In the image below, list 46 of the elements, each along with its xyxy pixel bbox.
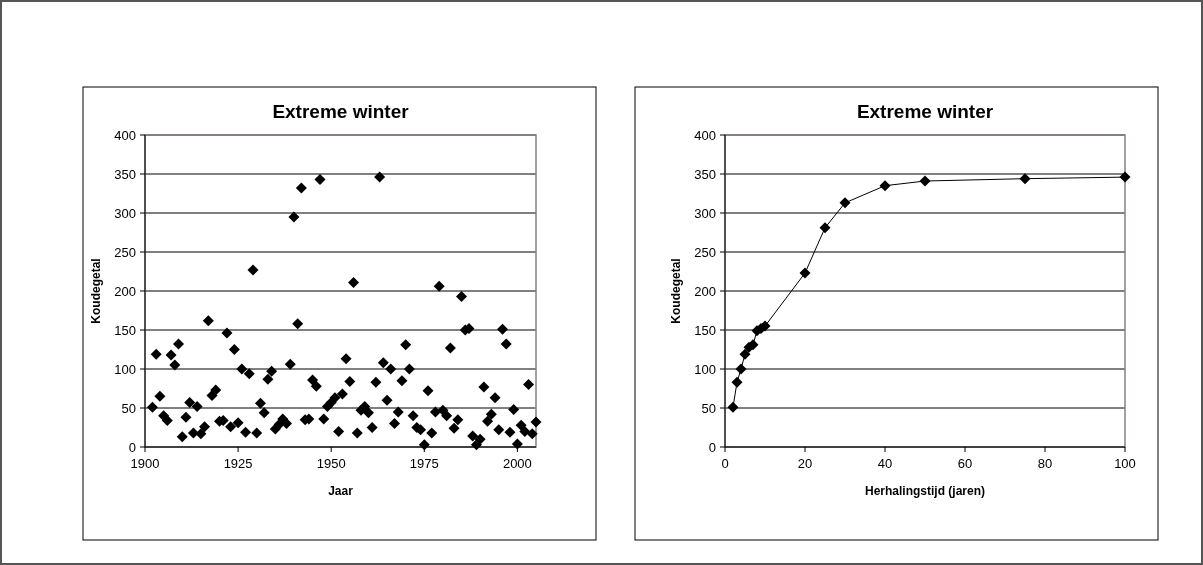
x-tick-label: 80 <box>1037 456 1053 471</box>
point <box>839 197 851 209</box>
y-tick-label: 400 <box>694 127 716 143</box>
x-axis-title: Herhalingstijd (jaren) <box>864 484 986 498</box>
y-axis-title: Koudegetal <box>89 258 103 324</box>
y-tick-label: 200 <box>114 283 136 299</box>
chart-title: Extreme winter <box>272 101 410 122</box>
point <box>819 222 831 234</box>
y-tick-label: 50 <box>701 400 716 416</box>
point <box>739 348 751 360</box>
y-tick-label: 200 <box>694 283 716 299</box>
y-tick-label: 150 <box>694 322 716 338</box>
x-tick-label: 40 <box>877 456 893 471</box>
point <box>735 363 747 375</box>
point <box>1119 171 1131 183</box>
y-tick-label: 0 <box>128 439 136 455</box>
y-tick-label: 250 <box>114 244 136 260</box>
x-tick-label: 1925 <box>223 456 253 471</box>
x-tick-label: 2000 <box>502 456 532 471</box>
x-tick-label: 1950 <box>316 456 346 471</box>
x-tick-label: 1900 <box>130 456 160 471</box>
point <box>879 180 891 192</box>
y-tick-label: 300 <box>694 205 716 221</box>
y-tick-label: 350 <box>114 166 136 182</box>
y-tick-label: 100 <box>694 361 716 377</box>
point <box>919 175 931 187</box>
y-tick-label: 400 <box>114 127 136 143</box>
y-tick-label: 350 <box>694 166 716 182</box>
x-tick-label: 20 <box>797 456 813 471</box>
point <box>799 267 811 279</box>
chart-title: Extreme winter <box>856 101 994 122</box>
y-tick-label: 300 <box>114 205 136 221</box>
point <box>731 376 743 388</box>
x-tick-label: 60 <box>957 456 973 471</box>
y-tick-label: 250 <box>694 244 716 260</box>
x-tick-label: 1975 <box>409 456 439 471</box>
point <box>1019 173 1031 185</box>
y-axis-title: Koudegetal <box>669 258 683 324</box>
x-tick-label: 100 <box>1114 456 1136 471</box>
y-tick-label: 0 <box>708 439 716 455</box>
y-tick-label: 50 <box>121 400 136 416</box>
point <box>727 401 739 413</box>
y-tick-label: 100 <box>114 361 136 377</box>
y-tick-label: 150 <box>114 322 136 338</box>
x-axis-title: Jaar <box>328 484 354 498</box>
x-tick-label: 0 <box>721 456 729 471</box>
